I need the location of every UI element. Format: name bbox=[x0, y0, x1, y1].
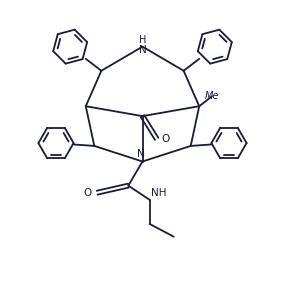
Text: Me: Me bbox=[205, 91, 219, 101]
Text: O: O bbox=[84, 188, 92, 198]
Text: N: N bbox=[137, 149, 145, 159]
Text: H: H bbox=[139, 35, 146, 45]
Text: O: O bbox=[162, 134, 170, 144]
Text: NH: NH bbox=[151, 188, 166, 198]
Text: N: N bbox=[139, 45, 146, 55]
